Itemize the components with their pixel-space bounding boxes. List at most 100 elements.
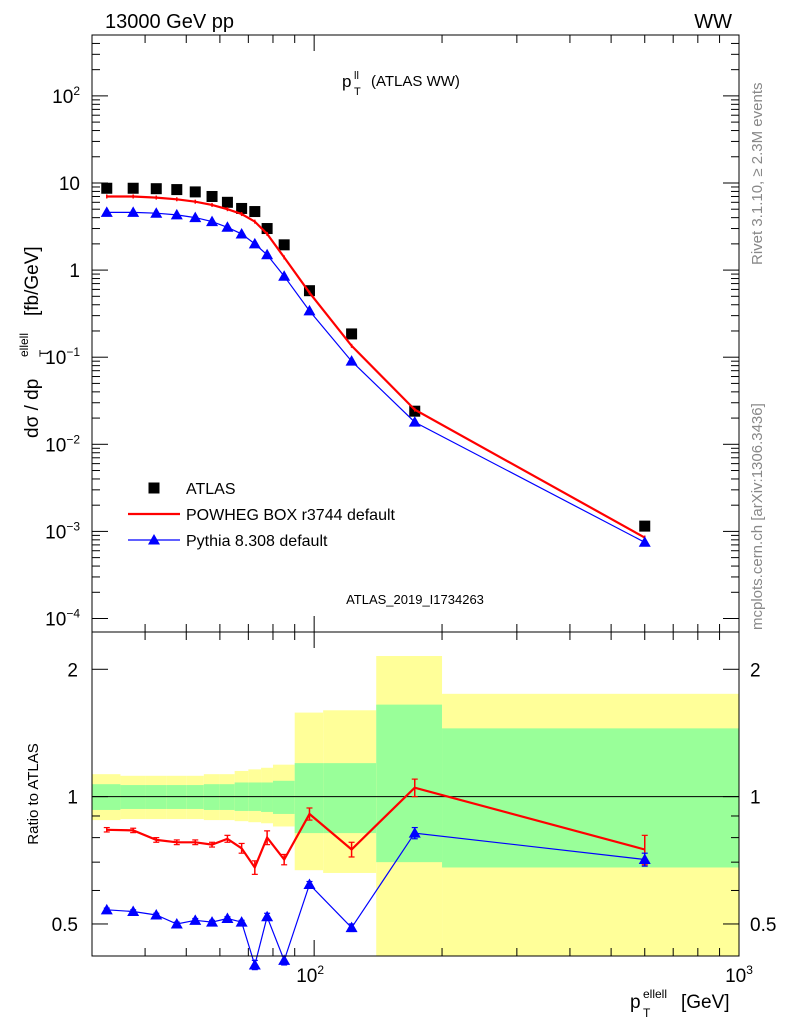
title-sup: ll: [354, 70, 359, 82]
main-y-tick-label-exp: −2: [66, 432, 80, 446]
ratio-pythia-point: [248, 958, 261, 970]
ylabel-sup: ellell: [17, 333, 31, 357]
legend-label: ATLAS: [186, 481, 236, 498]
ylabel-rest: [fb/GeV]: [22, 246, 43, 316]
legend-label: POWHEG BOX r3744 default: [186, 507, 396, 524]
main-y-tick-label: 102: [52, 84, 80, 108]
title-rest: (ATLAS WW): [371, 73, 460, 90]
x-tick-label-exp: 2: [317, 963, 324, 977]
atlas-data-point: [249, 206, 261, 218]
ratio-y-tick-label-left: 2: [67, 660, 78, 681]
main-y-tick-label-exp: −4: [66, 607, 80, 621]
main-y-tick-label-base: 10: [45, 435, 66, 456]
main-title: p ll T (ATLAS WW): [342, 70, 460, 98]
ratio-pythia-point: [235, 916, 248, 927]
ratio-inner-band: [261, 782, 273, 812]
title-sub: T: [354, 86, 361, 98]
pythia-data-point: [150, 207, 163, 218]
atlas-data-point: [346, 328, 358, 340]
main-y-tick-label: 10−1: [45, 345, 80, 369]
atlas-data-point: [127, 182, 139, 194]
header-collision-label: 13000 GeV pp: [105, 11, 234, 33]
ratio-frame: [91, 631, 740, 957]
svg-text:p: p: [342, 72, 351, 91]
ratio-y-tick-label-right: 2: [750, 660, 761, 681]
svg-text:dσ / dp: dσ / dp: [22, 379, 43, 438]
ratio-pythia-point: [150, 909, 163, 920]
atlas-data-point: [206, 190, 218, 202]
svg-text:p: p: [630, 992, 641, 1013]
ratio-pythia-point: [278, 954, 291, 965]
main-y-tick-label: 10: [59, 174, 80, 195]
ratio-uncertainty-bands: [92, 655, 739, 956]
ratio-pythia-point: [345, 921, 358, 933]
header-process-label: WW: [694, 11, 732, 33]
main-y-tick-label-exp: −3: [66, 519, 80, 533]
atlas-data-point: [236, 202, 248, 214]
main-y-tick-label-base: 10: [45, 610, 66, 631]
ratio-pythia-point: [638, 853, 651, 865]
pythia-data-point: [278, 270, 291, 281]
atlas-data-point: [639, 520, 651, 532]
main-y-tick-label: 10−2: [45, 432, 80, 456]
ratio-y-tick-label-left: 0.5: [52, 915, 78, 936]
pythia-data-point: [127, 206, 140, 217]
atlas-data-point: [261, 223, 273, 235]
ylabel-main: dσ / dp: [22, 379, 43, 438]
x-tick-label: 103: [725, 963, 753, 987]
ratio-inner-band: [376, 704, 443, 863]
xlabel-rest: [GeV]: [681, 992, 730, 1013]
ratio-pythia-point: [221, 912, 234, 924]
pythia-data-point: [303, 304, 316, 316]
pythia-data-point: [100, 206, 113, 217]
main-y-tick-label: 10−4: [45, 607, 80, 631]
ratio-pythia-point: [408, 827, 421, 838]
x-tick-label-exp: 3: [746, 963, 753, 977]
xlabel-main: p: [630, 992, 641, 1013]
x-tick-label: 102: [296, 963, 324, 987]
pythia-data-point: [345, 355, 358, 366]
ratio-y-axis-label: Ratio to ATLAS: [25, 743, 42, 844]
pythia-data-point: [170, 208, 183, 220]
pythia-data-point: [408, 416, 421, 427]
x-axis-label: p ellell T [GeV]: [630, 987, 730, 1020]
legend-pythia-marker: [148, 534, 160, 545]
main-data: [100, 182, 651, 547]
legend-atlas-marker: [148, 482, 160, 494]
xlabel-sub: T: [643, 1006, 651, 1020]
ratio-inner-band: [442, 728, 739, 868]
ratio-y-tick-label-right: 0.5: [750, 915, 776, 936]
main-y-tick-label-base: 10: [59, 174, 80, 195]
main-y-axis-label: dσ / dp T ellell [fb/GeV]: [17, 246, 51, 438]
atlas-data-point: [303, 285, 315, 297]
ylabel-sub: T: [37, 349, 51, 357]
ratio-pythia-point: [303, 878, 316, 889]
legend: ATLAS POWHEG BOX r3744 default Pythia 8.30…: [128, 481, 396, 550]
main-y-tick-label-base: 10: [52, 87, 73, 108]
pythia-data-point: [189, 211, 202, 223]
main-y-tick-label: 10−3: [45, 519, 80, 543]
atlas-data-point: [150, 183, 162, 195]
ratio-y-tick-label-right: 1: [750, 788, 761, 809]
main-y-tick-label-base: 10: [45, 348, 66, 369]
atlas-data-point: [171, 184, 183, 196]
x-tick-label-base: 10: [725, 966, 746, 987]
watermark: ATLAS_2019_I1734263: [346, 592, 484, 607]
main-y-tick-label-base: 1: [69, 261, 80, 282]
pythia-data-point: [261, 248, 274, 260]
main-y-tick-label: 1: [69, 261, 80, 282]
ratio-inner-band: [323, 763, 377, 834]
pythia-data-point: [221, 221, 234, 232]
atlas-data-point: [278, 239, 290, 251]
ratio-data: [100, 778, 651, 971]
pythia-data-point: [206, 215, 219, 227]
xlabel-sup: ellell: [643, 987, 667, 1001]
ratio-pythia-point: [206, 916, 219, 927]
main-y-tick-label-exp: 2: [73, 84, 80, 98]
atlas-data-point: [189, 186, 201, 198]
